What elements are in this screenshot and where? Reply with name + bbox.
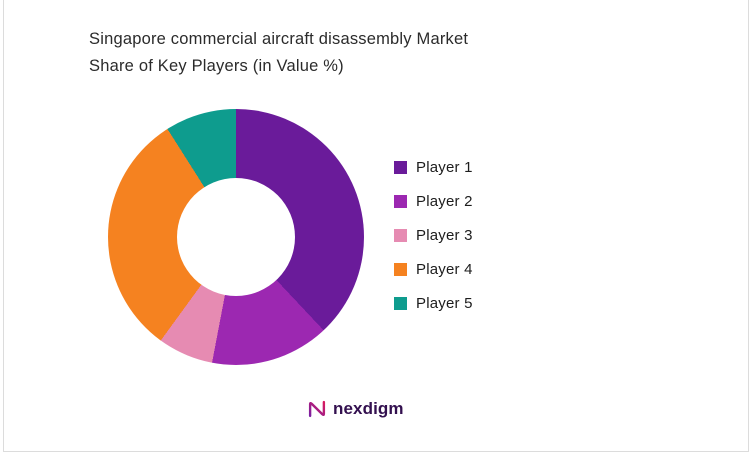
legend-label: Player 3 [416, 226, 473, 244]
legend: Player 1 Player 2 Player 3 Player 4 Play… [394, 155, 473, 325]
legend-label: Player 1 [416, 158, 473, 176]
nexdigm-logo-icon [306, 398, 328, 420]
legend-label: Player 2 [416, 192, 473, 210]
legend-item: Player 3 [394, 223, 473, 247]
chart-title-line1: Singapore commercial aircraft disassembl… [89, 30, 469, 48]
legend-swatch-icon [394, 194, 407, 208]
legend-item: Player 5 [394, 291, 473, 315]
legend-item: Player 2 [394, 189, 473, 213]
legend-item: Player 4 [394, 257, 473, 281]
legend-label: Player 4 [416, 260, 473, 278]
donut-hole [177, 178, 295, 296]
nexdigm-logo-text: nexdigm [333, 399, 404, 418]
legend-swatch-icon [394, 262, 407, 276]
nexdigm-logo: nexdigm [306, 398, 404, 420]
legend-item: Player 1 [394, 155, 473, 179]
legend-swatch-icon [394, 160, 407, 174]
donut-chart-area [108, 109, 364, 365]
chart-title-line2: Share of Key Players (in Value %) [89, 57, 344, 76]
legend-label: Player 5 [416, 294, 473, 312]
chart-title: Singapore commercial aircraft disassembl… [89, 26, 569, 80]
legend-swatch-icon [394, 296, 407, 310]
legend-swatch-icon [394, 228, 407, 242]
